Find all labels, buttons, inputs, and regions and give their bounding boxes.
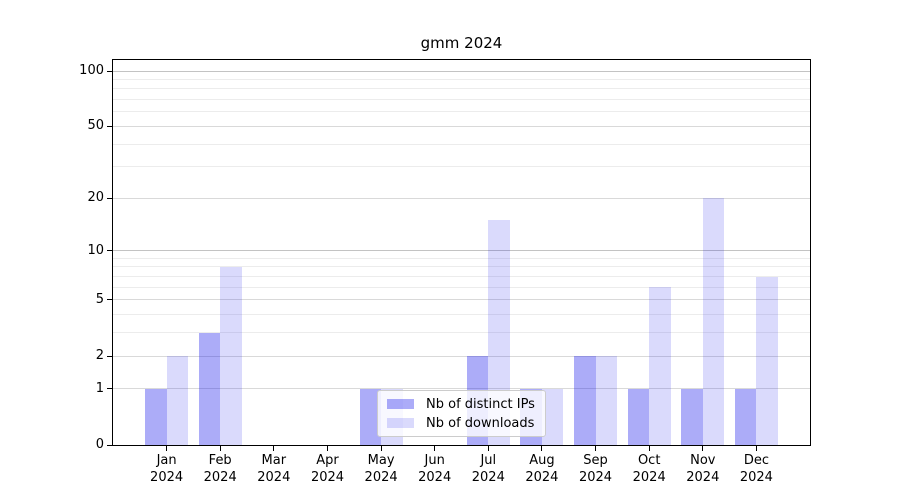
y-axis-tick-mark — [107, 125, 112, 127]
legend-swatch-distinct-ips-icon — [387, 399, 414, 409]
bar-distinct-ips-may — [359, 388, 382, 445]
y-axis-tick-mark — [107, 70, 112, 72]
gridline — [113, 299, 810, 301]
gridline — [113, 257, 810, 259]
x-axis-tick-mark — [648, 446, 650, 451]
x-tick-label-sep: Sep 2024 — [578, 453, 613, 485]
x-tick-label-may: May 2024 — [364, 453, 398, 485]
gridline — [113, 143, 810, 145]
gridline — [113, 332, 810, 334]
y-axis-tick-mark — [107, 355, 112, 357]
x-axis-tick-mark — [541, 446, 543, 451]
bar-distinct-ips-sep — [574, 356, 596, 445]
bar-downloads-nov — [702, 198, 725, 445]
gridline — [113, 111, 810, 113]
y-axis-tick-mark — [107, 388, 112, 390]
gridline — [113, 388, 810, 390]
x-axis-tick-mark — [219, 446, 221, 451]
gridline — [113, 166, 810, 168]
x-tick-label-dec: Dec 2024 — [739, 453, 773, 485]
gridline — [113, 88, 810, 90]
bar-distinct-ips-jan — [145, 388, 167, 445]
bar-distinct-ips-feb — [198, 332, 221, 445]
gridline — [113, 78, 810, 80]
gridline — [113, 276, 810, 277]
legend: Nb of distinct IPs Nb of downloads — [377, 390, 546, 437]
x-tick-label-jun: Jun 2024 — [418, 453, 452, 485]
y-axis-tick-mark — [107, 444, 112, 446]
chart-title: gmm 2024 — [420, 34, 503, 52]
x-axis-tick-mark — [755, 446, 757, 451]
bar-downloads-dec — [756, 276, 778, 445]
x-axis-tick-mark — [327, 446, 328, 451]
bar-downloads-jul — [488, 220, 510, 445]
x-axis-tick-mark — [702, 446, 704, 451]
bar-downloads-aug — [541, 388, 564, 445]
y-tick-label: 1 — [95, 380, 104, 396]
legend-label-downloads: Nb of downloads — [426, 415, 535, 431]
x-tick-label-apr: Apr 2024 — [310, 453, 345, 485]
gridline — [113, 125, 810, 127]
bar-distinct-ips-nov — [681, 388, 703, 445]
y-tick-label: 0 — [95, 437, 104, 452]
x-axis-tick-mark — [166, 446, 168, 451]
plot-area — [112, 59, 811, 446]
y-tick-label: 50 — [87, 118, 104, 134]
x-axis-tick-mark — [380, 446, 382, 451]
bar-downloads-feb — [220, 266, 242, 445]
gridline — [113, 70, 810, 72]
x-tick-label-nov: Nov 2024 — [686, 453, 720, 485]
legend-swatch-downloads-icon — [387, 418, 414, 428]
y-axis-tick-mark — [107, 299, 112, 301]
legend-entry-distinct-ips: Nb of distinct IPs — [387, 396, 535, 412]
y-tick-label: 2 — [95, 348, 104, 363]
y-tick-label: 10 — [87, 242, 104, 258]
gridline — [113, 99, 810, 101]
legend-label-distinct-ips: Nb of distinct IPs — [426, 396, 535, 412]
x-tick-label-aug: Aug 2024 — [525, 453, 559, 485]
gridline — [113, 314, 810, 316]
x-axis-tick-mark — [273, 446, 275, 451]
y-axis-tick-mark — [107, 250, 112, 252]
bar-distinct-ips-dec — [734, 388, 757, 445]
gridline — [113, 250, 810, 252]
gridline — [113, 266, 810, 268]
x-tick-label-jul: Jul 2024 — [471, 453, 505, 485]
y-tick-label: 5 — [95, 291, 104, 307]
gridline — [113, 197, 810, 199]
x-tick-label-jan: Jan 2024 — [150, 453, 184, 485]
x-axis-tick-mark — [595, 446, 596, 451]
legend-entry-downloads: Nb of downloads — [387, 415, 535, 431]
bar-downloads-jan — [166, 356, 189, 445]
y-axis-tick-mark — [107, 197, 112, 199]
y-tick-label: 100 — [79, 63, 104, 78]
x-axis-tick-mark — [487, 446, 489, 451]
x-axis-tick-mark — [434, 446, 436, 451]
gridline — [113, 286, 810, 288]
x-tick-label-oct: Oct 2024 — [632, 453, 666, 485]
y-tick-label: 20 — [87, 190, 104, 206]
x-tick-label-feb: Feb 2024 — [203, 453, 237, 485]
bar-downloads-sep — [595, 356, 617, 445]
bar-downloads-oct — [649, 287, 671, 445]
x-tick-label-mar: Mar 2024 — [257, 453, 291, 485]
bar-distinct-ips-oct — [627, 388, 650, 445]
gridline — [113, 355, 810, 357]
